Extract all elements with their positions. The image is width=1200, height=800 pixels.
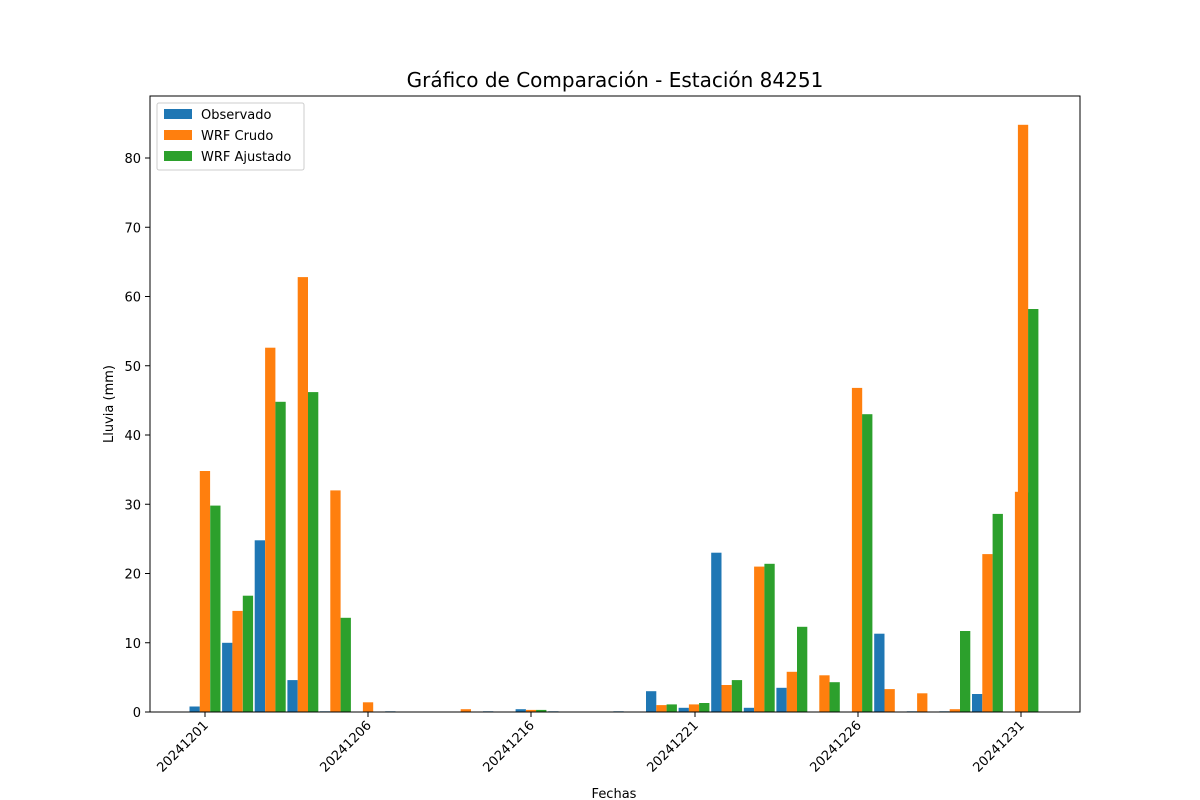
bar-wrf-ajustado-18 xyxy=(797,626,808,712)
legend-label-wrf-crudo: WRF Crudo xyxy=(201,129,273,144)
x-tick-label-20241226: 20241226 xyxy=(807,718,864,775)
bar-wrf-crudo-8 xyxy=(460,709,471,712)
legend-box xyxy=(156,102,305,171)
y-tick-label-0: 0 xyxy=(133,706,141,721)
bar-wrf-crudo-5 xyxy=(362,702,374,712)
y-tick-label-80: 80 xyxy=(124,152,141,167)
bar-observado-0 xyxy=(189,706,200,712)
y-tick-label-30: 30 xyxy=(124,498,141,513)
legend-swatch-wrf-crudo xyxy=(164,130,192,140)
bar-wrf-ajustado-20 xyxy=(862,414,873,712)
bar-observado-15 xyxy=(678,707,689,712)
y-axis-label: Lluvia (mm) xyxy=(102,365,117,443)
bars-layer xyxy=(189,124,1039,713)
bar-observado-24 xyxy=(972,694,983,712)
bar-wrf-ajustado-1 xyxy=(242,595,254,712)
bar-wrf-crudo-3 xyxy=(297,277,308,712)
legend-label-observado: Observado xyxy=(201,108,272,123)
bar-observado-16 xyxy=(711,552,722,712)
bar-wrf-crudo-14 xyxy=(656,705,667,712)
bar-observado-21 xyxy=(874,633,885,712)
y-tick-label-60: 60 xyxy=(124,291,141,306)
x-tick-label-20241201: 20241201 xyxy=(154,718,211,775)
bar-wrf-crudo-17 xyxy=(754,566,765,712)
bar-observado-3 xyxy=(287,680,298,712)
bar-wrf-ajustado-10 xyxy=(536,709,547,712)
bar-wrf-crudo-19 xyxy=(819,675,830,712)
legend: Observado WRF Crudo WRF Ajustado xyxy=(156,102,305,171)
plot-frame xyxy=(149,95,1081,713)
bar-wrf-ajustado-17 xyxy=(764,563,775,712)
bar-observado-1 xyxy=(222,642,233,713)
x-axis: 20241201 20241206 20241216 20241221 20241226… xyxy=(154,712,1028,776)
bar-observado-10 xyxy=(515,709,526,712)
legend-label-wrf-ajustado: WRF Ajustado xyxy=(201,150,291,165)
bar-wrf-ajustado-24 xyxy=(992,513,1003,712)
bar-wrf-crudo-0 xyxy=(199,471,211,712)
bar-wrf-crudo-15 xyxy=(688,704,700,712)
y-tick-label-20: 20 xyxy=(124,568,141,583)
legend-swatch-observado xyxy=(164,109,192,119)
bar-wrf-ajustado-3 xyxy=(308,392,319,712)
x-tick-label-20241216: 20241216 xyxy=(480,718,537,775)
bar-wrf-crudo-16 xyxy=(721,685,732,712)
bar-wrf-crudo-22 xyxy=(917,693,928,712)
bar-wrf-crudo-23 xyxy=(949,709,960,712)
x-tick-label-20241231: 20241231 xyxy=(970,718,1027,775)
legend-swatch-wrf-ajustado xyxy=(164,151,192,161)
bar-wrf-crudo-last xyxy=(1017,124,1029,713)
bar-wrf-crudo-21 xyxy=(884,689,895,712)
y-tick-label-70: 70 xyxy=(124,221,141,236)
chart-title: Gráfico de Comparación - Estación 84251 xyxy=(407,68,824,92)
bar-wrf-ajustado-2 xyxy=(275,401,286,712)
bar-wrf-crudo-2 xyxy=(265,347,276,712)
bar-wrf-crudo-18 xyxy=(786,671,797,712)
bar-wrf-ajustado-19 xyxy=(829,682,840,712)
bar-wrf-ajustado-0 xyxy=(210,505,221,712)
bar-wrf-ajustado-23 xyxy=(960,631,971,712)
bar-wrf-crudo-24 xyxy=(982,554,993,712)
bar-observado-2 xyxy=(254,540,265,712)
bar-observado-14 xyxy=(646,691,657,712)
y-tick-label-40: 40 xyxy=(124,429,141,444)
x-axis-label: Fechas xyxy=(592,787,637,800)
y-tick-label-10: 10 xyxy=(124,637,141,652)
x-tick-label-20241221: 20241221 xyxy=(644,718,701,775)
bar-observado-17 xyxy=(743,707,755,712)
bar-wrf-crudo-4 xyxy=(330,490,341,712)
y-tick-label-50: 50 xyxy=(124,360,141,375)
bar-wrf-crudo-10 xyxy=(525,709,537,712)
bar-wrf-ajustado-4 xyxy=(340,617,351,712)
bar-wrf-ajustado-16 xyxy=(731,680,743,712)
bar-wrf-ajustado-15 xyxy=(699,703,710,712)
y-axis: 0 10 20 30 40 50 60 70 80 xyxy=(124,152,150,721)
bar-wrf-crudo-1 xyxy=(232,610,243,712)
bar-observado-18 xyxy=(776,687,787,712)
bar-wrf-crudo-20 xyxy=(851,387,863,712)
x-tick-label-20241206: 20241206 xyxy=(317,718,374,775)
bar-wrf-ajustado-last xyxy=(1028,309,1039,712)
bar-wrf-ajustado-14 xyxy=(666,704,677,712)
